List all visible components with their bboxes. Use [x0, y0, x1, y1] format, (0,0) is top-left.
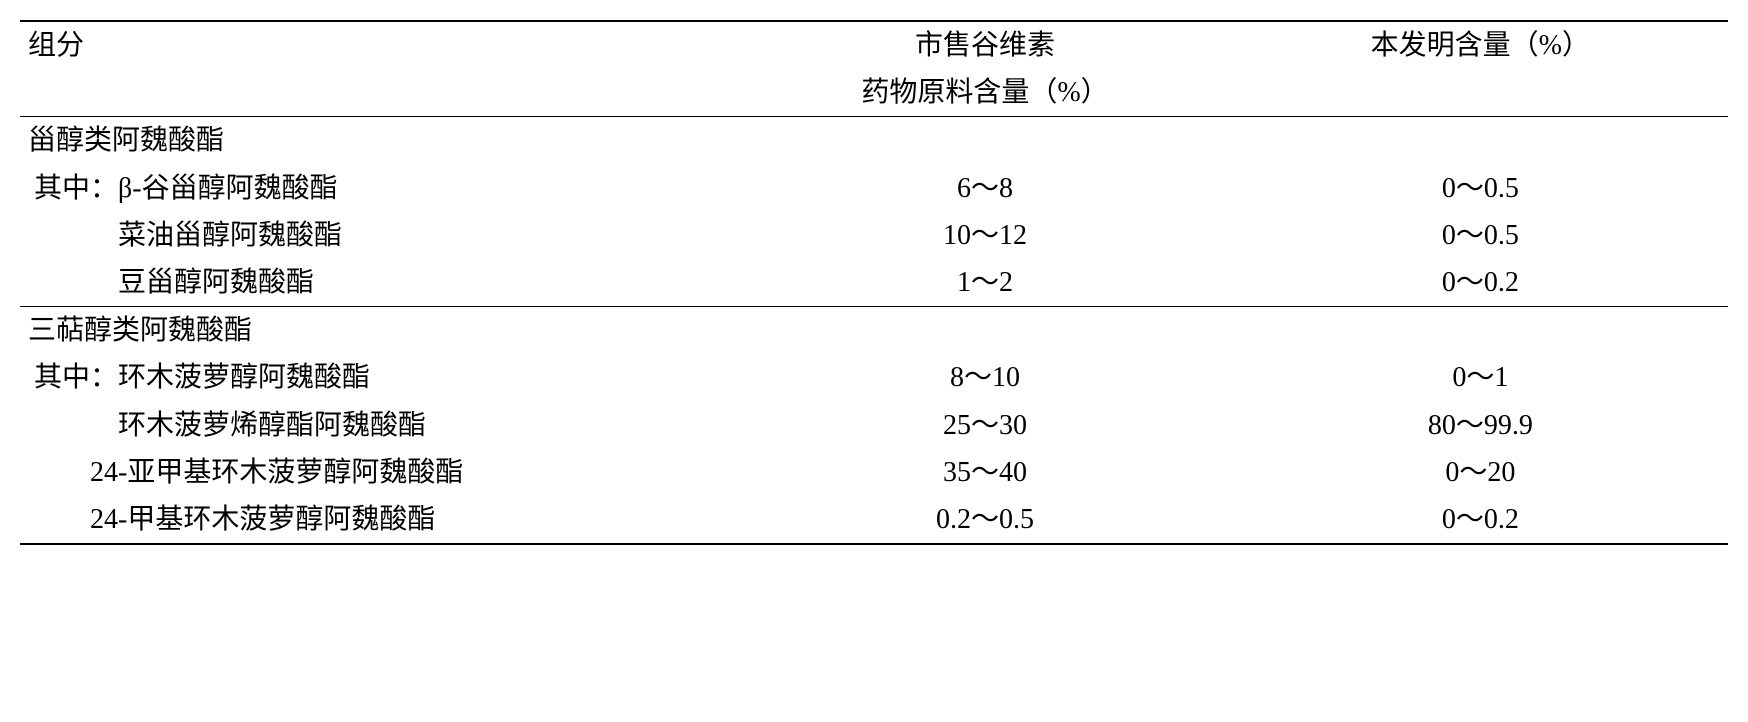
row-label: 其中：β-谷甾醇阿魏酸酯	[20, 165, 737, 212]
section2-title-blank3	[1233, 307, 1728, 355]
table-row: 24-亚甲基环木菠萝醇阿魏酸酯 35～40 0～20	[20, 449, 1728, 496]
row-label: 24-甲基环木菠萝醇阿魏酸酯	[20, 496, 737, 544]
row-val2: 25～30	[737, 402, 1232, 449]
row-val3: 0～0.5	[1233, 212, 1728, 259]
section1-title-row: 甾醇类阿魏酸酯	[20, 117, 1728, 165]
row-label: 菜油甾醇阿魏酸酯	[20, 212, 737, 259]
header-empty-1	[20, 69, 737, 117]
table-row: 其中：β-谷甾醇阿魏酸酯 6～8 0～0.5	[20, 165, 1728, 212]
table-row: 豆甾醇阿魏酸酯 1～2 0～0.2	[20, 259, 1728, 307]
section2-title-row: 三萜醇类阿魏酸酯	[20, 307, 1728, 355]
row-val3: 80～99.9	[1233, 402, 1728, 449]
row-val3: 0～1	[1233, 354, 1728, 401]
row-val2: 35～40	[737, 449, 1232, 496]
row-val2: 0.2～0.5	[737, 496, 1232, 544]
row-label: 24-亚甲基环木菠萝醇阿魏酸酯	[20, 449, 737, 496]
table-row: 菜油甾醇阿魏酸酯 10～12 0～0.5	[20, 212, 1728, 259]
header-row-2: 药物原料含量（%）	[20, 69, 1728, 117]
header-col3: 本发明含量（%）	[1233, 21, 1728, 69]
row-val3: 0～0.2	[1233, 259, 1728, 307]
section2-title: 三萜醇类阿魏酸酯	[20, 307, 737, 355]
row-val2: 1～2	[737, 259, 1232, 307]
row-val3: 0～0.5	[1233, 165, 1728, 212]
header-row-1: 组分 市售谷维素 本发明含量（%）	[20, 21, 1728, 69]
row-val2: 8～10	[737, 354, 1232, 401]
composition-table: 组分 市售谷维素 本发明含量（%） 药物原料含量（%） 甾醇类阿魏酸酯 其中：β…	[20, 20, 1728, 545]
row-label: 其中：环木菠萝醇阿魏酸酯	[20, 354, 737, 401]
header-col1: 组分	[20, 21, 737, 69]
section1-title: 甾醇类阿魏酸酯	[20, 117, 737, 165]
section1-title-blank3	[1233, 117, 1728, 165]
row-val3: 0～20	[1233, 449, 1728, 496]
header-col2-line2: 药物原料含量（%）	[737, 69, 1232, 117]
row-label: 环木菠萝烯醇酯阿魏酸酯	[20, 402, 737, 449]
table-row: 环木菠萝烯醇酯阿魏酸酯 25～30 80～99.9	[20, 402, 1728, 449]
row-label: 豆甾醇阿魏酸酯	[20, 259, 737, 307]
section2-title-blank2	[737, 307, 1232, 355]
table-row: 24-甲基环木菠萝醇阿魏酸酯 0.2～0.5 0～0.2	[20, 496, 1728, 544]
row-val2: 10～12	[737, 212, 1232, 259]
row-val2: 6～8	[737, 165, 1232, 212]
header-col2-line1: 市售谷维素	[737, 21, 1232, 69]
section1-title-blank2	[737, 117, 1232, 165]
row-val3: 0～0.2	[1233, 496, 1728, 544]
table-row: 其中：环木菠萝醇阿魏酸酯 8～10 0～1	[20, 354, 1728, 401]
header-empty-3	[1233, 69, 1728, 117]
